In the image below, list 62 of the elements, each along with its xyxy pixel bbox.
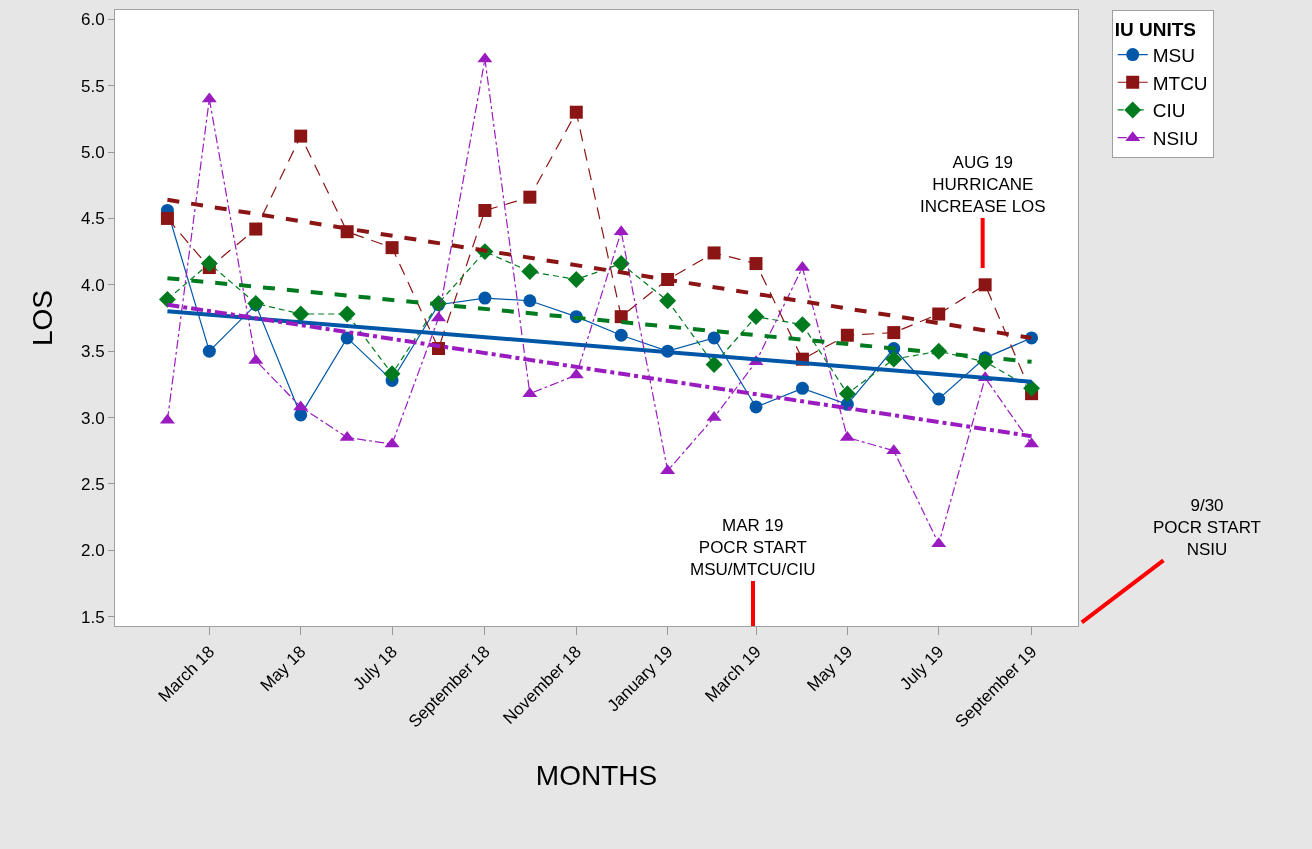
point (887, 326, 901, 340)
point (249, 222, 263, 236)
y-tick-label: 2.0 (80, 541, 105, 561)
x-tick-label: May 18 (256, 642, 310, 696)
y-tick-label: 3.5 (80, 342, 105, 362)
point (158, 290, 176, 308)
y-axis-title: LOS (26, 289, 58, 347)
x-axis-title: MONTHS (535, 760, 658, 792)
point (202, 344, 216, 358)
point (340, 225, 354, 239)
point (478, 291, 492, 305)
point (749, 400, 763, 414)
point (659, 292, 677, 310)
point (1023, 379, 1041, 397)
point (569, 105, 583, 119)
y-tick-label: 5.0 (80, 143, 105, 162)
point (795, 381, 809, 395)
point (885, 350, 903, 368)
point (749, 257, 763, 271)
point (932, 307, 946, 321)
point (478, 203, 492, 217)
point (707, 246, 721, 260)
point (523, 294, 537, 308)
point (385, 241, 399, 255)
point (705, 356, 723, 373)
x-tick-label: July 19 (896, 642, 948, 694)
legend-label: MSU (1152, 44, 1195, 66)
point (567, 271, 585, 288)
point (200, 255, 218, 273)
point (612, 255, 630, 273)
y-tick-label: 3.0 (80, 408, 105, 428)
point (294, 129, 308, 143)
annotation: MAR 19 POCR START MSU/MTCU/CIU (690, 516, 816, 580)
point (523, 190, 537, 204)
point (932, 392, 946, 406)
point (838, 385, 856, 403)
legend-title: IU UNITS (1114, 18, 1196, 40)
y-tick-label: 2.5 (80, 474, 105, 494)
point (747, 308, 765, 326)
point (614, 328, 628, 342)
point (292, 305, 310, 323)
point (840, 328, 854, 342)
point (338, 305, 356, 323)
point (793, 316, 811, 334)
y-tick-label: 4.0 (80, 275, 105, 295)
y-tick-label: 1.5 (80, 607, 105, 627)
text: 9/30 POCR START NSIU (1153, 496, 1261, 560)
x-tick-label: July 18 (349, 642, 401, 694)
legend-label: CIU (1152, 100, 1186, 122)
point (978, 278, 992, 292)
legend-label: MTCU (1152, 72, 1208, 94)
point (383, 365, 401, 383)
y-tick-label: 6.0 (80, 10, 105, 30)
legend-label: NSIU (1152, 128, 1199, 150)
annotation: AUG 19 HURRICANE INCREASE LOS (920, 153, 1046, 217)
x-tick-label: May 19 (803, 642, 857, 696)
point (160, 211, 174, 225)
y-tick-label: 5.5 (80, 76, 105, 96)
point (247, 294, 265, 312)
y-tick-label: 4.5 (80, 209, 105, 229)
point (707, 331, 721, 345)
point (521, 263, 539, 280)
